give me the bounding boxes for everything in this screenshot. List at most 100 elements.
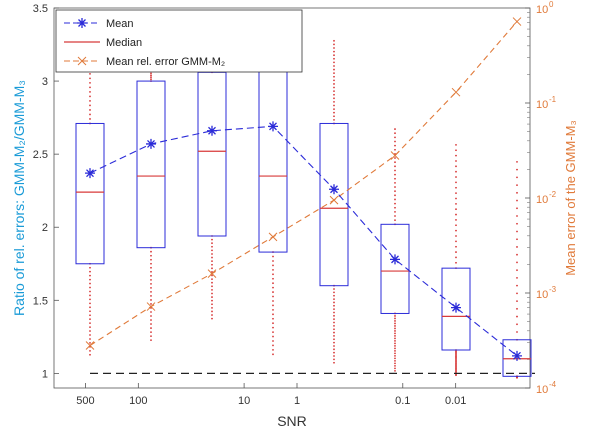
outlier-point: [455, 208, 457, 211]
outlier-point: [211, 253, 213, 255]
box: [136, 80, 166, 249]
outlier-point: [394, 206, 396, 209]
right-tick-label: 10: [536, 99, 548, 111]
outlier-point: [272, 291, 274, 293]
outlier-point: [333, 345, 335, 347]
x-tick-label: 500: [76, 395, 94, 407]
outlier-point: [89, 91, 91, 93]
outlier-point: [333, 68, 335, 71]
outlier-point: [150, 315, 152, 317]
outlier-point: [150, 250, 152, 253]
outlier-point: [333, 47, 335, 49]
outlier-point: [394, 317, 396, 320]
outlier-point: [89, 266, 91, 269]
outlier-point: [150, 291, 152, 293]
outlier-point: [211, 310, 213, 313]
outlier-point: [516, 246, 518, 248]
series-point-mean: [268, 121, 278, 132]
outlier-point: [333, 54, 335, 57]
outlier-point: [272, 300, 274, 302]
outlier-point: [394, 219, 396, 222]
outlier-point: [150, 76, 152, 79]
right-tick-label: 10: [536, 289, 548, 301]
outlier-point: [211, 238, 213, 241]
outlier-point: [333, 72, 335, 75]
outlier-point: [394, 355, 396, 357]
outlier-point: [150, 319, 152, 321]
outlier-point: [150, 282, 152, 285]
outlier-point: [333, 294, 335, 297]
outlier-point: [333, 288, 335, 290]
outlier-point: [394, 140, 396, 143]
outlier-point: [394, 345, 396, 347]
outlier-point: [211, 263, 213, 266]
outlier-point: [89, 294, 91, 297]
series-point-mean-rel-error: [207, 269, 217, 278]
outlier-point: [211, 296, 213, 298]
outlier-point: [516, 176, 518, 179]
outlier-point: [455, 219, 457, 221]
outlier-point: [516, 160, 518, 163]
outlier-point: [394, 210, 396, 213]
left-tick-label: 3.5: [33, 3, 48, 15]
outlier-point: [516, 376, 518, 379]
outlier-point: [89, 334, 91, 336]
left-tick-label: 3: [42, 76, 48, 88]
outlier-point: [211, 303, 213, 306]
outlier-point: [272, 268, 274, 271]
legend-label-median: Median: [106, 37, 142, 49]
outlier-point: [333, 348, 335, 351]
series-point-mean-rel-error: [268, 232, 278, 242]
outlier-point: [394, 186, 396, 188]
left-tick-label: 2.5: [33, 149, 48, 161]
outlier-point: [394, 327, 396, 330]
outlier-point: [333, 90, 335, 93]
outlier-point: [333, 361, 335, 364]
outlier-point: [89, 306, 91, 309]
outlier-point: [150, 331, 152, 333]
outlier-point: [333, 43, 335, 46]
outlier-point: [333, 104, 335, 107]
x-tick-label: 0.1: [395, 395, 410, 407]
outlier-point: [333, 331, 335, 334]
outlier-point: [394, 322, 396, 325]
right-tick-label: 10: [536, 4, 548, 16]
outlier-point: [394, 320, 396, 322]
outlier-point: [455, 229, 457, 232]
outlier-point: [89, 322, 91, 325]
outlier-point: [333, 324, 335, 327]
outlier-point: [394, 136, 396, 139]
series-point-mean: [85, 168, 95, 179]
outlier-point: [455, 149, 457, 152]
outlier-point: [333, 318, 335, 321]
outlier-point: [455, 143, 457, 146]
outlier-point: [394, 315, 396, 317]
left-tick-label: 2: [42, 222, 48, 234]
outlier-point: [333, 83, 335, 85]
x-tick-label: 1: [294, 395, 300, 407]
outlier-point: [211, 267, 213, 270]
outlier-point: [211, 288, 213, 291]
outlier-point: [516, 323, 518, 326]
outlier-point: [455, 202, 457, 205]
outlier-point: [455, 165, 457, 168]
outlier-point: [150, 78, 152, 81]
outlier-point: [394, 165, 396, 168]
outlier-point: [89, 330, 91, 332]
outlier-point: [89, 302, 91, 305]
outlier-point: [455, 374, 457, 377]
series-point-mean: [207, 125, 217, 136]
outlier-point: [150, 270, 152, 273]
outlier-point: [516, 253, 518, 256]
outlier-point: [333, 39, 335, 42]
series-point-mean: [329, 184, 339, 195]
outlier-point: [394, 190, 396, 193]
outlier-point: [150, 295, 152, 297]
outlier-point: [272, 277, 274, 280]
series-point-mean-rel-error: [512, 17, 522, 26]
outlier-point: [333, 308, 335, 311]
outlier-point: [333, 338, 335, 341]
outlier-point: [516, 191, 518, 194]
outlier-point: [333, 97, 335, 100]
outlier-point: [333, 321, 335, 324]
